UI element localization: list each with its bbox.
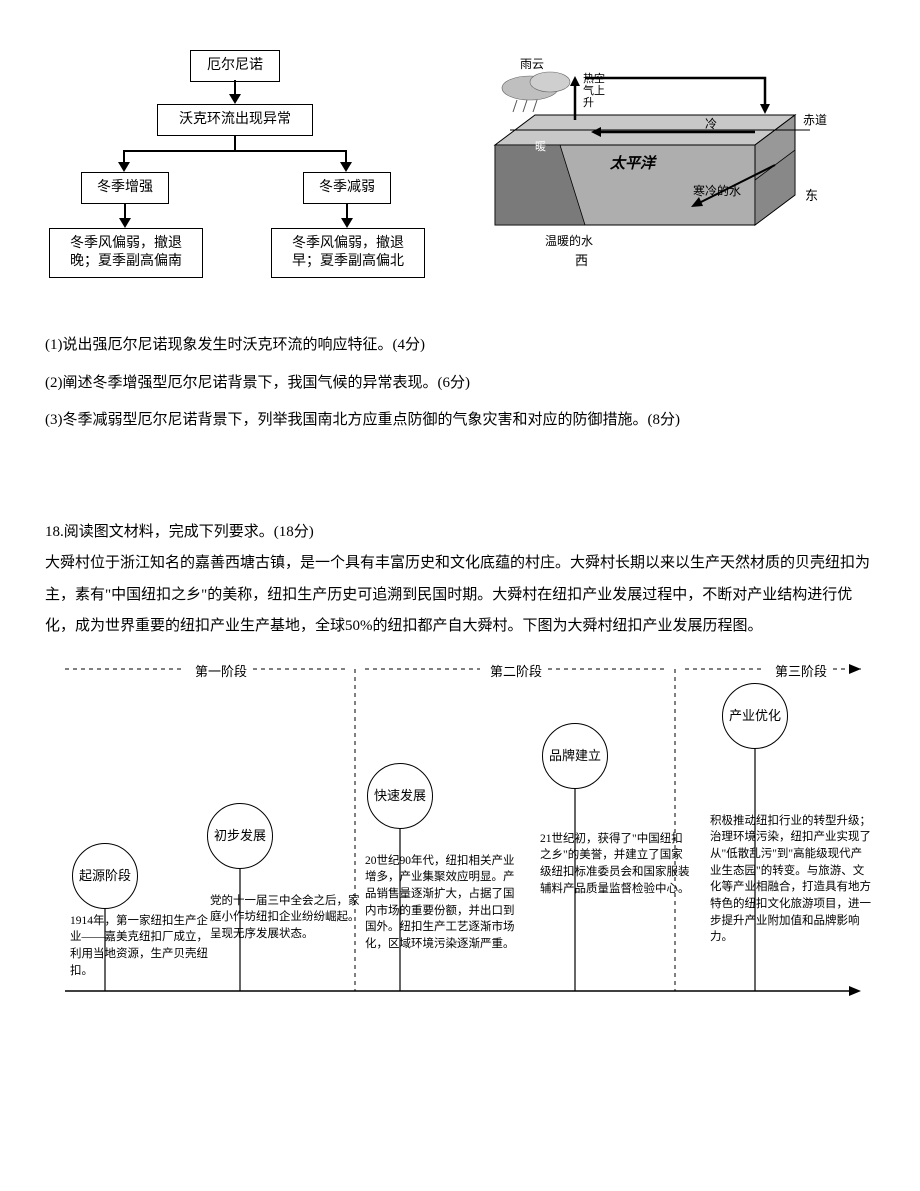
label-warm: 暖 xyxy=(535,140,546,153)
svg-text:升: 升 xyxy=(583,96,594,109)
q18-heading: 18.阅读图文材料，完成下列要求。(18分) xyxy=(45,517,875,549)
fc-line xyxy=(123,150,347,152)
arrow-icon xyxy=(341,218,353,228)
timeline-node-desc: 1914年，第一家纽扣生产企业——嘉美克纽扣厂成立，利用当地资源，生产贝壳纽扣。 xyxy=(70,913,210,980)
timeline-node-desc: 党的十一届三中全会之后，家庭小作坊纽扣企业纷纷崛起。呈现无序发展状态。 xyxy=(210,893,360,943)
el-nino-flowchart: 厄尔尼诺 沃克环流出现异常 冬季增强 冬季减弱 冬季风偏弱，撤退晚；夏季副高偏南… xyxy=(45,50,425,310)
question-3: (3)冬季减弱型厄尔尼诺背景下，列举我国南北方应重点防御的气象灾害和对应的防御措… xyxy=(45,405,875,437)
arrow-icon xyxy=(119,218,131,228)
label-rain-cloud: 雨云 xyxy=(520,57,544,71)
timeline-node: 产业优化 xyxy=(722,683,788,749)
timeline-node: 起源阶段 xyxy=(72,843,138,909)
walker-circulation-diagram: 赤道 雨云 热空 气上 升 冷 暖 太平洋 xyxy=(455,50,835,280)
timeline-node: 品牌建立 xyxy=(542,723,608,789)
stage-label: 第一阶段 xyxy=(195,661,247,680)
timeline-node-desc: 21世纪初，获得了"中国纽扣之乡"的美誉，并建立了国家级纽扣标准委员会和国家服装… xyxy=(540,831,690,898)
fc-box-1: 厄尔尼诺 xyxy=(190,50,280,82)
timeline-node: 初步发展 xyxy=(207,803,273,869)
label-west: 西 xyxy=(575,253,588,268)
label-pacific: 太平洋 xyxy=(609,155,657,172)
question-2: (2)阐述冬季增强型厄尔尼诺背景下，我国气候的异常表现。(6分) xyxy=(45,368,875,400)
fc-box-4a: 冬季风偏弱，撤退晚；夏季副高偏南 xyxy=(49,228,203,278)
fc-box-3b: 冬季减弱 xyxy=(303,172,391,204)
timeline-node-desc: 积极推动纽扣行业的转型升级；治理环境污染，纽扣产业实现了从"低散乱污"到"高能级… xyxy=(710,813,872,946)
label-cold-water: 寒冷的水 xyxy=(693,183,741,198)
label-warm-water: 温暖的水 xyxy=(545,233,593,248)
label-cold: 冷 xyxy=(705,117,717,131)
question-1: (1)说出强厄尔尼诺现象发生时沃克环流的响应特征。(4分) xyxy=(45,330,875,362)
q18-paragraph: 大舜村位于浙江知名的嘉善西塘古镇，是一个具有丰富历史和文化底蕴的村庄。大舜村长期… xyxy=(45,548,875,643)
fc-line xyxy=(234,136,236,150)
timeline-diagram: 第一阶段 第二阶段 第三阶段起源阶段1914年，第一家纽扣生产企业——嘉美克纽扣厂成… xyxy=(45,661,865,1001)
label-equator: 赤道 xyxy=(803,113,827,127)
stage-label: 第二阶段 xyxy=(490,661,542,680)
svg-text:气上: 气上 xyxy=(583,83,605,97)
timeline-node-desc: 20世纪90年代，纽扣相关产业增多，产业集聚效应明显。产品销售量逐渐扩大，占据了… xyxy=(365,853,525,953)
timeline-node: 快速发展 xyxy=(367,763,433,829)
fc-box-4b: 冬季风偏弱，撤退早；夏季副高偏北 xyxy=(271,228,425,278)
stage-label: 第三阶段 xyxy=(775,661,827,680)
arrow-icon xyxy=(118,162,130,172)
arrow-icon xyxy=(229,94,241,104)
label-east: 东 xyxy=(805,188,818,203)
fc-box-2: 沃克环流出现异常 xyxy=(157,104,313,136)
arrow-icon xyxy=(340,162,352,172)
fc-box-3a: 冬季增强 xyxy=(81,172,169,204)
